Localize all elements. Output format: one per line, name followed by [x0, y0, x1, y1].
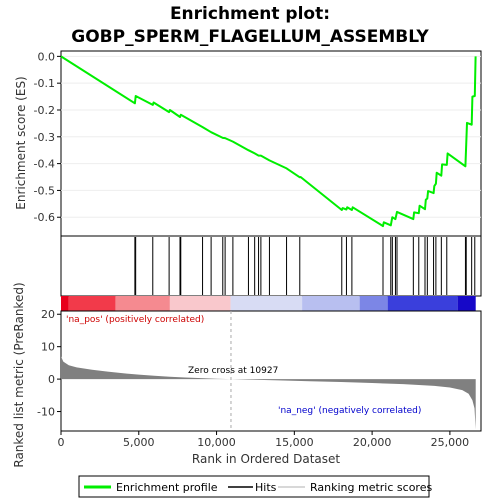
legend-enrichment-profile-label: Enrichment profile [116, 481, 218, 494]
chart-title-line1: Enrichment plot: [170, 4, 330, 24]
heatmap-segment [115, 296, 170, 311]
positive-correlation-label: 'na_pos' (positively correlated) [66, 315, 204, 325]
x-tick-label: 10,000 [197, 436, 236, 449]
ranked-y-axis: 20 10 0 -10 [37, 308, 61, 419]
legend-ranking-metric-label: Ranking metric scores [310, 481, 432, 494]
heatmap-segment [387, 296, 458, 311]
legend: Enrichment profile Hits Ranking metric s… [78, 475, 432, 498]
x-tick-label: 20,000 [353, 436, 392, 449]
es-y-axis: 0.0 -0.1 -0.2 -0.3 -0.4 -0.5 -0.6 [34, 50, 61, 224]
hits-panel-frame [60, 235, 482, 297]
x-tick-label: 25,000 [431, 436, 470, 449]
enrichment-profile-line [60, 55, 477, 228]
zero-cross-label: Zero cross at 10927 [188, 366, 278, 376]
es-y-tick-label: 0.0 [38, 50, 56, 63]
ranked-list-panel: 20 10 0 -10 'na_pos' (positively correlated… [12, 282, 482, 468]
es-y-tick-label: -0.1 [34, 77, 55, 90]
ranked-y-tick-label: 10 [41, 341, 55, 354]
heatmap-segment [302, 296, 360, 311]
negative-correlation-label: 'na_neg' (negatively correlated) [278, 406, 421, 416]
x-tick-label: 5,000 [123, 436, 155, 449]
hit-markers [134, 237, 476, 295]
es-y-tick-label: -0.4 [34, 158, 55, 171]
heatmap-segment [61, 296, 69, 311]
x-tick-label: 15,000 [275, 436, 314, 449]
ranking-heatmap-bar [61, 296, 476, 311]
es-panel: 0.0 -0.1 -0.2 -0.3 -0.4 -0.5 -0.6 Enrichment s… [14, 50, 482, 237]
legend-hits-label: Hits [255, 481, 277, 494]
heatmap-segment [169, 296, 231, 311]
es-y-tick-label: -0.3 [34, 131, 55, 144]
heatmap-segment [68, 296, 116, 311]
es-y-tick-label: -0.5 [34, 184, 55, 197]
es-y-tick-label: -0.2 [34, 104, 55, 117]
es-panel-frame [60, 50, 482, 237]
x-tick-label: 0 [58, 436, 65, 449]
x-axis-title: Rank in Ordered Dataset [192, 452, 340, 466]
ranked-y-axis-title: Ranked list metric (PreRanked) [12, 282, 26, 467]
ranked-panel-frame [60, 310, 482, 432]
x-axis: 0 5,000 10,000 15,000 20,000 25,000 [58, 431, 470, 449]
chart-title-line2: GOBP_SPERM_FLAGELLUM_ASSEMBLY [71, 27, 429, 47]
ranked-y-tick-label: 0 [48, 373, 55, 386]
heatmap-segment [230, 296, 303, 311]
es-y-axis-title: Enrichment score (ES) [14, 76, 28, 209]
heatmap-segment [359, 296, 388, 311]
ranked-y-tick-label: 20 [41, 308, 55, 321]
ranked-y-tick-label: -10 [37, 406, 55, 419]
es-y-tick-label: -0.6 [34, 211, 55, 224]
hits-panel [60, 235, 482, 297]
heatmap-segment [457, 296, 476, 311]
es-gridlines [61, 55, 481, 218]
legend-frame [78, 475, 430, 498]
